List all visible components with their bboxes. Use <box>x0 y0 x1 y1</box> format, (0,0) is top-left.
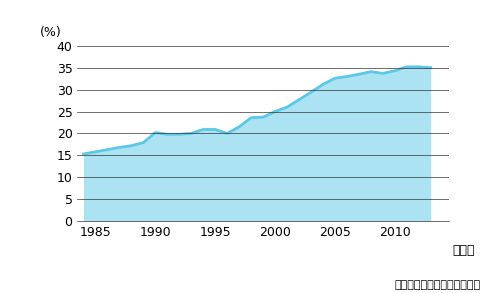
Text: 出所）総務省「労働力調査」: 出所）総務省「労働力調査」 <box>394 280 480 290</box>
Text: （年）: （年） <box>452 244 475 257</box>
Text: (%): (%) <box>40 26 62 39</box>
